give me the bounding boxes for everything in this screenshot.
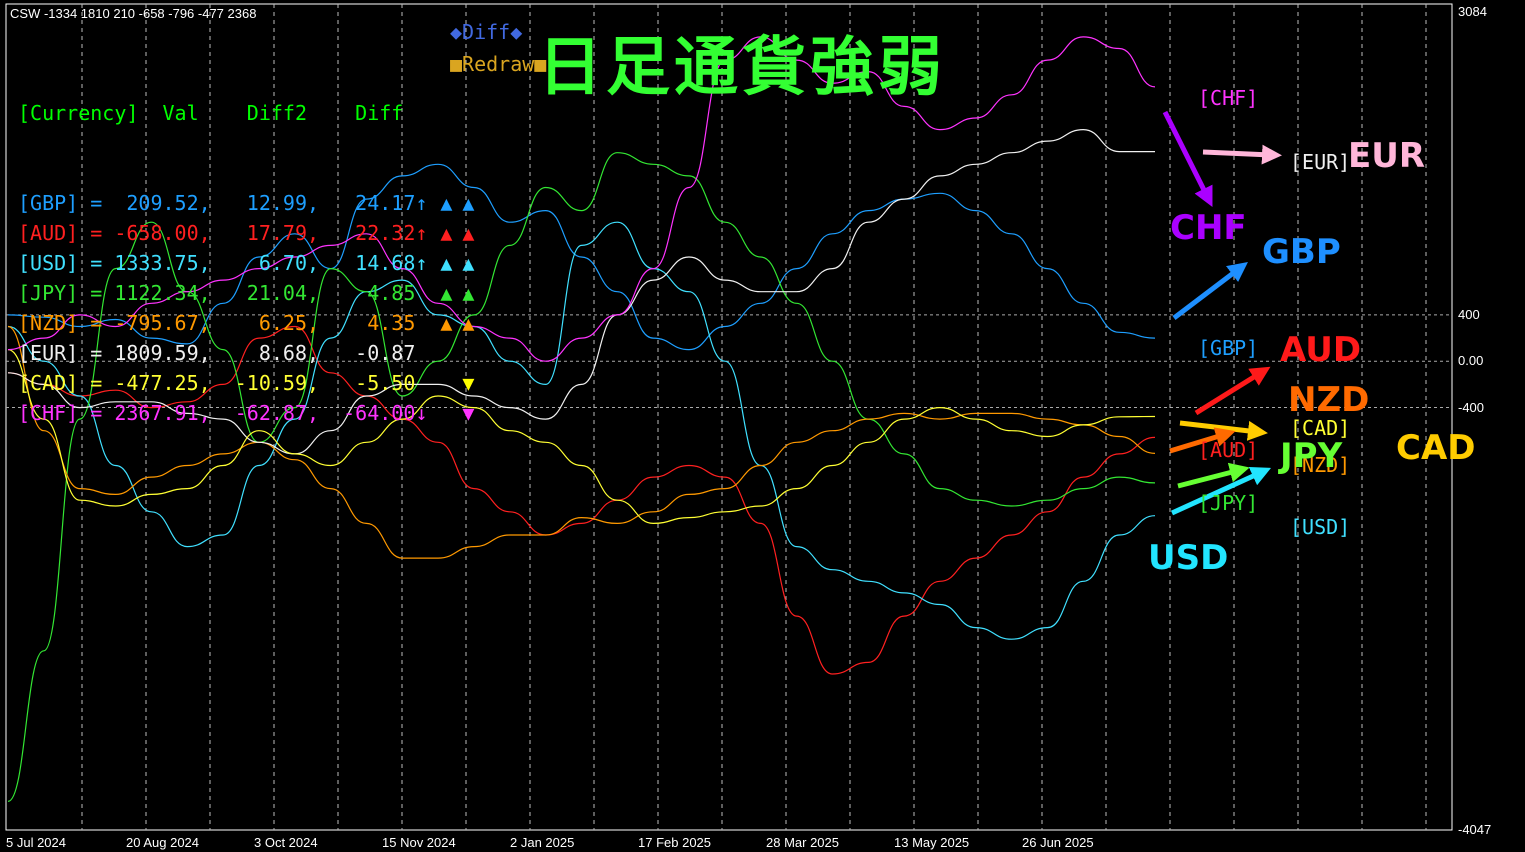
x-tick-label: 26 Jun 2025 [1022, 835, 1094, 850]
currency-row-text: [USD] = 1333.75, 6.70, 14.68 [18, 251, 416, 275]
big-currency-label: JPY [1280, 436, 1343, 476]
triangle-indicator-icon: ▲ [462, 251, 475, 275]
currency-row: [USD] = 1333.75, 6.70, 14.68↑ ▲ ▲ [18, 248, 479, 278]
annotation-arrow-icon [1177, 462, 1250, 489]
currency-row-text: [JPY] = 1122.34, 21.04, 4.85 [18, 281, 416, 305]
currency-row-text: [EUR] = 1809.59, 8.68, -0.87 [18, 341, 416, 365]
currency-row-text: [NZD] = -795.67, 6.25, 4.35 [18, 311, 416, 335]
triangle-indicator-icon: ▼ [462, 371, 475, 395]
series-line-aud [7, 325, 1156, 675]
series-tag: [AUD] [1198, 438, 1259, 462]
trend-arrow-icon: ↓ [415, 401, 428, 425]
series-line-nzd [7, 325, 1156, 559]
annotation-arrow-icon [1169, 427, 1236, 454]
currency-row: [EUR] = 1809.59, 8.68, -0.87 [18, 338, 479, 368]
series-line-jpy [7, 152, 1156, 802]
chart-frame [5, 3, 1453, 831]
annotation-arrow-icon [1179, 420, 1268, 441]
series-tag: [CHF] [1198, 86, 1259, 110]
trend-arrow-icon: ↑ [415, 191, 428, 215]
y-tick-label: -4047 [1458, 822, 1492, 837]
series-line-gbp [7, 163, 1156, 351]
triangle-indicator-icon: ▼ [462, 401, 475, 425]
redraw-button[interactable]: ■Redraw■ [450, 52, 547, 76]
currency-row: [GBP] = 209.52, 12.99, 24.17↑ ▲ ▲ [18, 188, 479, 218]
y-tick-label: 400 [1458, 306, 1480, 322]
currency-row-text: [CHF] = 2367.91, -62.87, -64.00 [18, 401, 416, 425]
big-currency-label: NZD [1288, 380, 1370, 420]
currency-row: [CHF] = 2367.91, -62.87, -64.00↓ ▼ [18, 398, 479, 428]
trend-arrow-icon: ↑ [415, 221, 428, 245]
big-currency-label: CAD [1396, 428, 1476, 468]
x-tick-label: 28 Mar 2025 [766, 835, 839, 850]
diff-button[interactable]: ◆Diff◆ [450, 20, 523, 44]
triangle-indicator-icon: ▲ [462, 311, 475, 335]
x-tick-label: 17 Feb 2025 [638, 835, 712, 850]
series-tag: [USD] [1290, 515, 1351, 539]
series-line-cad [7, 349, 1156, 525]
series-line-usd [7, 221, 1156, 640]
series-tag: [NZD] [1290, 453, 1351, 477]
y-tick-label: 0.00 [1458, 353, 1484, 369]
x-tick-label: 3 Oct 2024 [254, 835, 318, 850]
series-tag: [EUR] [1290, 150, 1351, 174]
plot-border [5, 3, 1453, 831]
currency-row-text: [AUD] = -658.00, 17.79, 22.32 [18, 221, 416, 245]
y-tick-label: -400 [1458, 399, 1485, 415]
series-tag: [CAD] [1290, 416, 1351, 440]
annotation-arrow-icon [1162, 110, 1213, 207]
big-currency-label: EUR [1348, 136, 1426, 176]
triangle-indicator-icon: ▲ [462, 281, 475, 305]
currency-row-text: [GBP] = 209.52, 12.99, 24.17 [18, 191, 416, 215]
currency-row: [CAD] = -477.25, -10.59, -5.50 ▼ [18, 368, 479, 398]
x-tick-label: 13 May 2025 [894, 835, 970, 850]
big-currency-label: USD [1148, 538, 1229, 578]
triangle-indicator-icon: ▲ [440, 251, 453, 275]
big-title: 日足通貨強弱 [538, 31, 946, 105]
triangle-indicator-icon: ▲ [462, 191, 475, 215]
triangle-indicator-icon: ▲ [440, 311, 453, 335]
triangle-indicator-icon: ▲ [440, 191, 453, 215]
series-line-chf [7, 36, 1156, 362]
y-tick-label: 3084 [1458, 4, 1487, 19]
series-tag: [JPY] [1198, 491, 1259, 515]
currency-row: [JPY] = 1122.34, 21.04, 4.85 ▲ ▲ [18, 278, 479, 308]
big-currency-label: CHF [1170, 208, 1247, 248]
annotation-arrow-icon [1202, 144, 1282, 165]
triangle-indicator-icon: ▲ [462, 221, 475, 245]
chart-header-title: CSW -1334 1810 210 -658 -796 -477 2368 [10, 6, 257, 21]
annotation-arrow-icon [1194, 366, 1271, 416]
currency-row: [NZD] = -795.67, 6.25, 4.35 ▲ ▲ [18, 308, 479, 338]
annotation-arrow-icon [1170, 467, 1272, 516]
currency-row-text: [CAD] = -477.25, -10.59, -5.50 [18, 371, 416, 395]
x-tick-label: 15 Nov 2024 [382, 835, 456, 850]
series-tag: [GBP] [1198, 336, 1259, 360]
big-currency-label: AUD [1280, 330, 1362, 370]
trend-arrow-icon: ↑ [415, 251, 428, 275]
currency-row: [AUD] = -658.00, 17.79, 22.32↑ ▲ ▲ [18, 218, 479, 248]
x-tick-label: 20 Aug 2024 [126, 835, 200, 850]
triangle-indicator-icon: ▲ [440, 281, 453, 305]
annotation-arrows [1162, 110, 1282, 516]
series-line-eur [7, 128, 1155, 455]
x-tick-label: 5 Jul 2024 [6, 835, 66, 850]
triangle-indicator-icon: ▲ [440, 221, 453, 245]
chart-series [7, 36, 1156, 802]
table-header: [Currency] Val Diff2 Diff [18, 101, 404, 125]
big-currency-label: GBP [1262, 232, 1341, 272]
x-tick-label: 2 Jan 2025 [510, 835, 575, 850]
currency-table: [Currency] Val Diff2 Diff [GBP] = 209.52… [18, 38, 479, 458]
annotation-arrow-icon [1172, 261, 1248, 320]
